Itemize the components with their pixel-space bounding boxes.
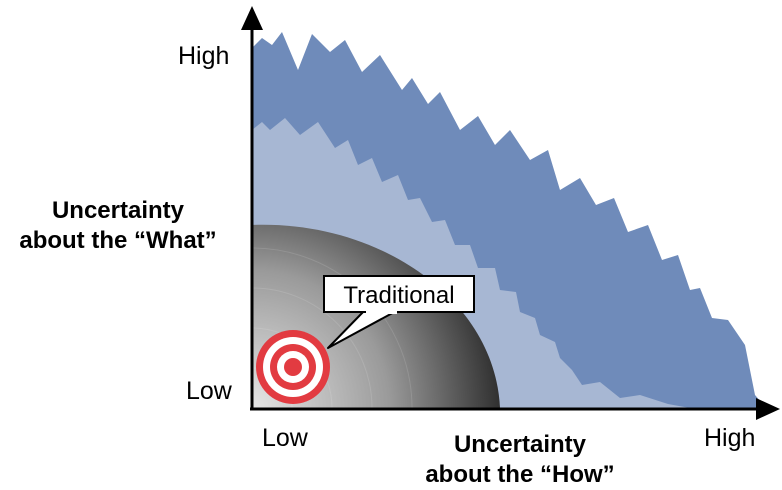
- y-axis-title-line2: about the “What”: [19, 227, 217, 254]
- y-axis-title-line1: Uncertainty: [51, 197, 185, 224]
- x-tick-low: Low: [262, 424, 308, 452]
- x-axis-title-line1: Uncertainty: [453, 431, 587, 458]
- traditional-label: Traditional: [343, 282, 454, 309]
- y-tick-high: High: [178, 42, 230, 70]
- bullseye-icon: [256, 330, 330, 404]
- x-tick-high: High: [704, 424, 756, 452]
- y-axis-arrow: [241, 6, 263, 30]
- traditional-callout: Traditional: [323, 275, 475, 349]
- y-tick-low: Low: [186, 377, 232, 405]
- x-axis-title-line2: about the “How”: [425, 461, 615, 488]
- x-axis-title: Uncertainty about the “How”: [404, 430, 636, 490]
- y-axis-title: Uncertainty about the “What”: [0, 196, 236, 256]
- x-axis-arrow: [756, 398, 780, 420]
